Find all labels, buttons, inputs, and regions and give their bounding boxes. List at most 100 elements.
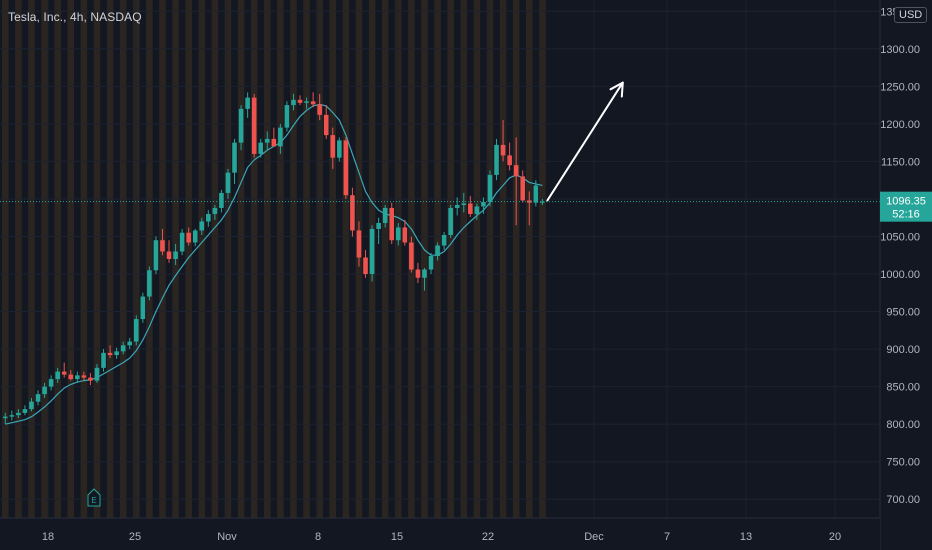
candle[interactable] — [513, 137, 519, 226]
candle[interactable] — [192, 228, 198, 247]
candle[interactable] — [533, 180, 539, 207]
candle[interactable] — [284, 101, 290, 132]
candle[interactable] — [526, 191, 532, 226]
earnings-marker[interactable]: E — [87, 488, 101, 507]
candle[interactable] — [251, 93, 257, 158]
candle[interactable] — [35, 390, 41, 406]
candle-body — [500, 144, 506, 156]
candle[interactable] — [61, 362, 67, 378]
candle[interactable] — [120, 341, 126, 355]
candle[interactable] — [395, 222, 401, 246]
candle[interactable] — [409, 236, 414, 273]
candle[interactable] — [101, 349, 106, 372]
candle[interactable] — [238, 105, 244, 151]
candle[interactable] — [153, 236, 159, 275]
candle[interactable] — [468, 195, 473, 217]
candle[interactable] — [147, 266, 152, 301]
candle[interactable] — [343, 137, 349, 199]
symbol-title[interactable]: Tesla, Inc., 4h, NASDAQ — [8, 10, 142, 24]
candle-body — [61, 371, 67, 375]
candle[interactable] — [271, 127, 277, 147]
candle[interactable] — [382, 204, 388, 228]
candle[interactable] — [350, 187, 355, 237]
candle[interactable] — [212, 204, 218, 220]
candle[interactable] — [520, 170, 526, 203]
session-band — [237, 0, 245, 518]
candle[interactable] — [278, 123, 283, 154]
candle[interactable] — [441, 231, 447, 250]
candle[interactable] — [297, 95, 303, 106]
session-band — [486, 0, 494, 518]
candle[interactable] — [304, 97, 309, 109]
session-band — [224, 0, 232, 518]
candle[interactable] — [206, 210, 211, 227]
candle[interactable] — [356, 221, 362, 267]
candle[interactable] — [494, 138, 499, 181]
candle[interactable] — [291, 93, 296, 111]
candle[interactable] — [428, 252, 434, 275]
candle[interactable] — [264, 131, 270, 151]
candle[interactable] — [127, 337, 133, 350]
candle[interactable] — [219, 189, 224, 213]
candle[interactable] — [225, 168, 231, 199]
candle[interactable] — [500, 120, 506, 162]
candle[interactable] — [75, 371, 80, 383]
candle[interactable] — [540, 198, 545, 205]
candle[interactable] — [481, 197, 486, 214]
candle[interactable] — [140, 292, 146, 323]
currency-button[interactable]: USD — [894, 7, 928, 23]
candle[interactable] — [166, 240, 172, 263]
price-tick-label: 850.00 — [886, 382, 920, 394]
candle[interactable] — [448, 204, 453, 238]
candle[interactable] — [258, 138, 264, 158]
session-band — [133, 0, 140, 518]
candle[interactable] — [186, 227, 191, 246]
candle[interactable] — [369, 225, 375, 282]
candle[interactable] — [415, 262, 421, 284]
session-band — [342, 0, 350, 518]
candle[interactable] — [507, 142, 512, 171]
candle[interactable] — [422, 268, 427, 291]
candle[interactable] — [55, 367, 60, 383]
candle[interactable] — [114, 347, 119, 359]
earnings-flag-icon[interactable] — [87, 488, 101, 507]
candle[interactable] — [81, 371, 87, 381]
candle[interactable] — [402, 219, 408, 246]
candle[interactable] — [133, 315, 139, 346]
candle[interactable] — [232, 138, 237, 184]
candle[interactable] — [317, 93, 322, 121]
candle[interactable] — [245, 92, 250, 118]
candle-body — [101, 352, 106, 368]
candle[interactable] — [310, 92, 316, 108]
candle[interactable] — [173, 243, 178, 266]
candle[interactable] — [474, 203, 480, 220]
candle[interactable] — [389, 202, 395, 244]
candle[interactable] — [179, 228, 185, 256]
candle[interactable] — [337, 137, 342, 162]
candle[interactable] — [199, 217, 205, 235]
candle[interactable] — [29, 397, 34, 412]
candle[interactable] — [9, 410, 15, 421]
candle[interactable] — [68, 370, 74, 381]
candle[interactable] — [16, 409, 21, 419]
arrow-shaft[interactable] — [546, 81, 624, 202]
candle[interactable] — [22, 405, 28, 416]
candle[interactable] — [48, 375, 54, 391]
candle[interactable] — [42, 382, 47, 398]
candle[interactable] — [376, 217, 381, 244]
arrow-head[interactable] — [609, 81, 624, 98]
candle[interactable] — [2, 412, 8, 425]
candle[interactable] — [323, 105, 329, 139]
candle[interactable] — [435, 242, 440, 261]
candle[interactable] — [363, 249, 368, 278]
candle[interactable] — [461, 192, 467, 213]
candle[interactable] — [88, 373, 93, 386]
candle[interactable] — [330, 127, 336, 169]
candle[interactable] — [94, 364, 100, 383]
candle[interactable] — [454, 197, 460, 216]
candle[interactable] — [160, 228, 165, 256]
candle[interactable] — [487, 170, 493, 207]
candle-body — [474, 206, 480, 214]
candle[interactable] — [107, 345, 113, 359]
